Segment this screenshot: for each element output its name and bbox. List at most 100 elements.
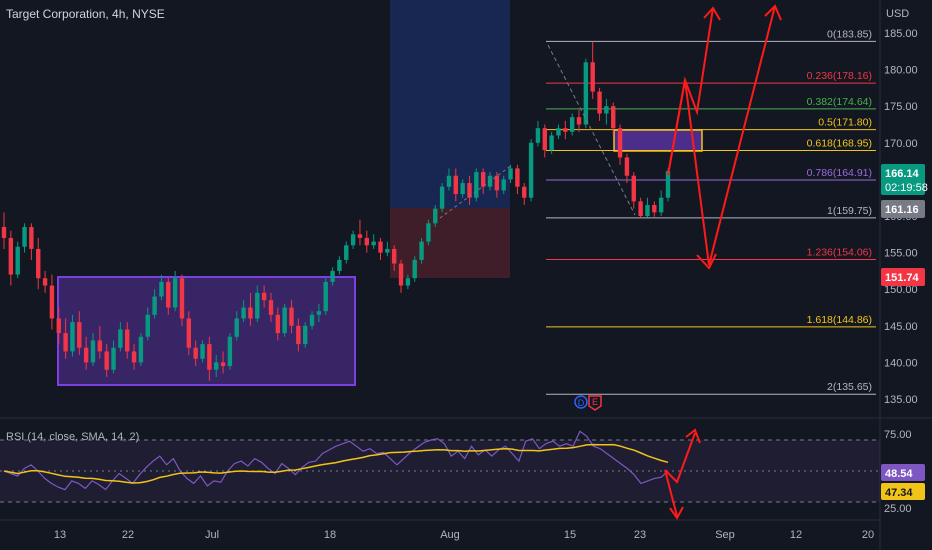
prev-close-badge-bg <box>881 200 925 218</box>
fib-level-label: 0(183.85) <box>827 28 872 40</box>
time-tick-label: Sep <box>715 529 735 541</box>
candle-body <box>357 234 363 238</box>
time-tick-label: 18 <box>324 529 336 541</box>
rsi-arrow-up-head <box>685 428 701 444</box>
candle-body <box>316 311 322 315</box>
marker-d-icon[interactable] <box>574 395 588 409</box>
candle-body <box>611 106 616 129</box>
candle-body <box>631 175 636 202</box>
rsi-tick-label: 25.00 <box>884 503 912 515</box>
last-price-badge: 166.14 <box>885 168 920 180</box>
candle-body <box>563 128 568 132</box>
price-tick-label: 135.00 <box>884 394 918 406</box>
price-tick-label: 145.00 <box>884 321 918 333</box>
fib-level-label: 0.236(178.16) <box>807 70 872 82</box>
candle-body <box>453 175 458 195</box>
candle-body <box>460 183 465 195</box>
price-tick-label: 150.00 <box>884 284 918 296</box>
rsi-value-badge-bg <box>881 464 925 481</box>
candle-body <box>323 281 328 312</box>
candle-body <box>467 183 472 198</box>
candle-body <box>617 128 623 158</box>
candle-body <box>49 285 55 319</box>
candle-body <box>309 314 315 326</box>
time-tick-label: 12 <box>790 529 802 541</box>
candle-body <box>193 347 198 359</box>
candle-body <box>289 307 294 326</box>
projection-arrow-down-head <box>696 253 717 270</box>
candle-body <box>166 281 171 308</box>
candle-body <box>248 307 253 319</box>
time-tick-label: 20 <box>862 529 874 541</box>
candle-body <box>138 336 144 363</box>
candle-body <box>207 344 212 370</box>
candle-body <box>658 197 664 213</box>
candle-body <box>63 333 68 352</box>
candle-body <box>83 347 89 363</box>
candle-body <box>433 208 438 224</box>
rsi-line <box>3 430 669 491</box>
rsi-tick-label: 75.00 <box>884 429 912 441</box>
candle-body <box>29 226 34 249</box>
candle-body <box>446 175 452 187</box>
price-tick-label: 175.00 <box>884 101 918 113</box>
candle-body <box>583 62 589 125</box>
time-tick-label: 23 <box>634 529 646 541</box>
fib-zone-box <box>613 129 703 152</box>
projection-arrow-up-2-head <box>764 4 782 21</box>
candle-body <box>42 278 48 286</box>
candle-body <box>1 226 7 238</box>
chart-title: Target Corporation, 4h, NYSE <box>6 7 165 21</box>
projection-arrow-down <box>667 79 710 266</box>
candle-body <box>350 234 356 246</box>
candle-body <box>104 351 109 370</box>
candle-body <box>296 325 301 345</box>
candle-body <box>494 175 500 191</box>
rally-trend-line <box>439 164 513 219</box>
event-markers[interactable]: D E <box>574 395 602 411</box>
candle-body <box>255 292 260 319</box>
rsi-ma-badge-bg <box>881 483 925 500</box>
candle-body <box>282 307 287 334</box>
candle-body <box>474 172 479 198</box>
candle-body <box>125 329 130 352</box>
candle-body <box>97 340 103 352</box>
candle-body <box>419 241 424 260</box>
candle-body <box>234 318 239 337</box>
price-tick-label: 170.00 <box>884 138 918 150</box>
time-tick-label: 15 <box>564 529 576 541</box>
price-tick-label: 185.00 <box>884 28 918 40</box>
marker-e-icon[interactable] <box>588 395 602 411</box>
candle-body <box>330 270 335 282</box>
rsi-arrow-up <box>664 432 696 484</box>
price-tick-label: 140.00 <box>884 357 918 369</box>
fib-level-label: 2(135.65) <box>827 381 872 393</box>
marker-e-label: E <box>592 397 598 407</box>
price-tick-label: 180.00 <box>884 65 918 77</box>
candle-body <box>200 344 205 359</box>
time-tick-label: Jul <box>205 529 219 541</box>
candle-body <box>22 226 27 247</box>
fib-level-label: 1.618(144.86) <box>807 314 872 326</box>
fib-level-label: 1(159.75) <box>827 205 872 217</box>
candle-body <box>15 246 20 275</box>
candle-body <box>261 292 267 301</box>
candle-body <box>70 322 75 352</box>
candle-body <box>56 318 61 334</box>
candle-body <box>665 171 671 198</box>
candle-body <box>268 300 274 315</box>
candle-body <box>597 91 602 114</box>
candle-body <box>645 205 650 216</box>
candle-body <box>542 128 547 151</box>
candle-body <box>159 281 164 297</box>
candle-body <box>549 135 554 151</box>
fib-level-label: 0.618(168.95) <box>807 137 872 149</box>
stop-zone-box <box>390 208 510 278</box>
rsi-arrow-down <box>664 469 678 517</box>
time-tick-label: Aug <box>440 529 460 541</box>
candle-body <box>426 223 431 242</box>
candle-body <box>214 362 219 370</box>
alert-price-badge: 151.74 <box>885 272 920 284</box>
rsi-arrow-down-head <box>669 506 684 520</box>
